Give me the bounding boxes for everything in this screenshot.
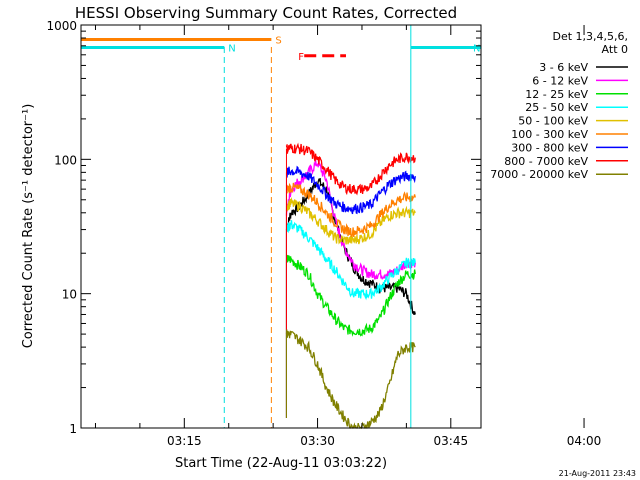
legend-header-detectors: Det 1,3,4,5,6,	[552, 30, 628, 43]
x-tick-label: 03:30	[300, 434, 335, 448]
series-line-25-50-kev	[285, 220, 416, 301]
x-tick-label: 04:00	[567, 434, 602, 448]
series-line-300-800-kev	[285, 165, 416, 215]
y-tick-label: 10	[62, 288, 77, 302]
legend-label-12-25-kev: 12 - 25 keV	[525, 88, 588, 101]
markers-layer	[223, 25, 482, 428]
legend-label-100-300-kev: 100 - 300 keV	[511, 128, 588, 141]
y-tick-label: 1	[69, 422, 77, 436]
y-axis-label: Corrected Count Rate (s⁻¹ detector⁻¹)	[21, 104, 36, 349]
series-line-800-7000-kev	[285, 142, 416, 196]
series-line-12-25-kev	[285, 254, 416, 337]
legend-label-50-100-kev: 50 - 100 keV	[518, 115, 588, 128]
y-axis-ticks: 1 10 100 1000	[46, 19, 481, 436]
x-tick-label: 03:45	[434, 434, 469, 448]
legend-header-attenuator: Att 0	[602, 43, 628, 56]
x-tick-label: 03:15	[167, 434, 202, 448]
series-line-50-100-kev	[285, 196, 416, 245]
legend-label-7000-20000-kev: 7000 - 20000 keV	[490, 168, 588, 181]
flag-label-n: N	[228, 43, 235, 54]
y-tick-label: 1000	[46, 19, 77, 33]
y-tick-label: 100	[54, 153, 77, 167]
flag-label-s: S	[275, 35, 281, 46]
x-axis-label: Start Time (22-Aug-11 03:03:22)	[175, 456, 387, 471]
legend-label-300-800-kev: 300 - 800 keV	[511, 141, 588, 154]
flag-label-n: N	[473, 43, 480, 54]
legend-label-800-7000-kev: 800 - 7000 keV	[504, 155, 588, 168]
series-line-100-300-kev	[285, 182, 416, 238]
legend-label-3-6-kev: 3 - 6 keV	[539, 61, 588, 74]
plot-frame	[80, 24, 482, 429]
series-layer	[285, 142, 416, 430]
series-line-7000-20000-kev	[285, 329, 416, 430]
flag-label-f: F	[298, 52, 304, 63]
footer-date: 21-Aug-2011 23:43	[559, 469, 636, 478]
series-line-6-12-kev	[285, 159, 416, 280]
flags-layer: S N N F	[81, 35, 481, 63]
legend-label-6-12-kev: 6 - 12 keV	[532, 74, 588, 87]
chart-title: HESSI Observing Summary Count Rates, Cor…	[75, 4, 457, 22]
legend-label-25-50-kev: 25 - 50 keV	[525, 101, 588, 114]
series-line-3-6-kev	[285, 177, 416, 316]
